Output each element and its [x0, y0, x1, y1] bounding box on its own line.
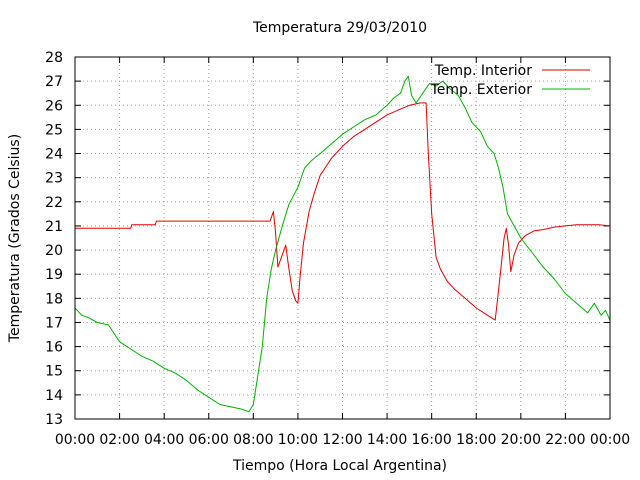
legend: Temp. Interior Temp. Exterior: [430, 63, 590, 98]
axis-ticks: [74, 56, 611, 420]
series-lines: [74, 75, 611, 413]
y-tick-label: 21: [45, 219, 63, 235]
x-tick-label: 00:00: [590, 432, 630, 448]
y-axis-label: Temperatura (Grados Celsius): [7, 134, 23, 343]
y-tick-label: 25: [45, 122, 63, 138]
y-tick-label: 13: [45, 412, 63, 428]
y-tick-label: 27: [45, 74, 63, 90]
y-tick-label: 28: [45, 50, 63, 66]
y-tick-label: 17: [45, 315, 63, 331]
x-tick-label: 22:00: [545, 432, 585, 448]
plot-frame: [74, 56, 611, 420]
x-tick-label: 16:00: [411, 432, 451, 448]
chart-title: Temperatura 29/03/2010: [252, 20, 427, 36]
y-tick-label: 16: [45, 340, 63, 356]
y-tick-label: 23: [45, 171, 63, 187]
x-tick-label: 06:00: [189, 432, 229, 448]
series-line-interior: [75, 102, 611, 321]
x-axis-label: Tiempo (Hora Local Argentina): [232, 458, 447, 474]
y-tick-label: 20: [45, 243, 63, 259]
x-tick-label: 14:00: [367, 432, 407, 448]
x-tick-label: 04:00: [144, 432, 184, 448]
grid-lines: [75, 57, 610, 419]
x-tick-label: 20:00: [501, 432, 541, 448]
y-tick-label: 18: [45, 291, 63, 307]
y-tick-label: 19: [45, 267, 63, 283]
y-tick-label: 26: [45, 98, 63, 114]
x-tick-label: 10:00: [278, 432, 318, 448]
y-tick-label: 15: [45, 364, 63, 380]
x-tick-label: 12:00: [322, 432, 362, 448]
y-tick-label: 14: [45, 388, 63, 404]
legend-label-exterior: Temp. Exterior: [430, 82, 533, 98]
x-tick-label: 18:00: [456, 432, 496, 448]
x-tick-label: 00:00: [55, 432, 95, 448]
y-tick-label: 22: [45, 195, 63, 211]
x-tick-label: 08:00: [233, 432, 273, 448]
y-tick-labels: 13 14 15 16 17 18 19 20 21 22 23 24 25 26 27 28: [45, 50, 63, 428]
y-tick-label: 24: [45, 147, 63, 163]
x-tick-labels: 00:00 02:00 04:00 06:00 08:00 10:00 12:00 14:00…: [55, 432, 630, 448]
legend-label-interior: Temp. Interior: [434, 63, 533, 79]
x-tick-label: 02:00: [99, 432, 139, 448]
series-line-exterior: [74, 75, 611, 413]
